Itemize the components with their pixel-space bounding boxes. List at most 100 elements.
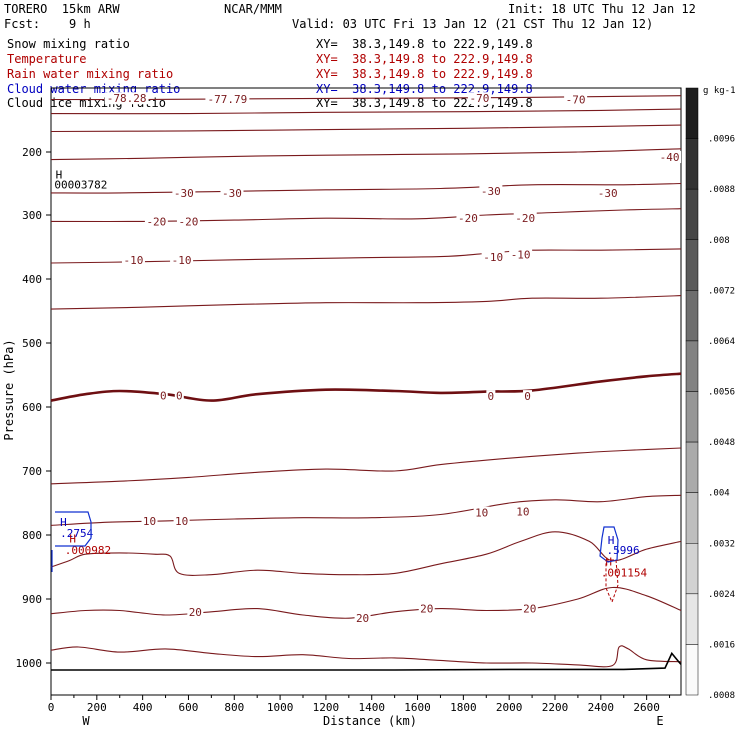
x-end-east: E [656, 714, 663, 728]
temp-label: -30 [598, 187, 618, 200]
legend-rain-xy: XY= 38.3,149.8 to 222.9,149.8 [316, 67, 533, 81]
max-marker: .2754 [60, 527, 93, 540]
temp-label: -20 [515, 212, 535, 225]
temp-label-bg [473, 506, 490, 519]
org-title: NCAR/MMM [224, 2, 282, 16]
temp-label-bg [514, 505, 531, 518]
max-marker: 00003782 [54, 179, 107, 192]
temp-label-bg [467, 92, 491, 105]
temp-label: -10 [172, 254, 192, 267]
plot-frame [50, 87, 682, 696]
x-tick-label: 0 [48, 701, 55, 714]
temp-label: -30 [174, 187, 194, 200]
temp-label-bg [170, 253, 194, 266]
temp-label-bg [141, 514, 158, 527]
colorbar-tick-label: .0072 [708, 286, 735, 296]
colorbar-tick-label: .0008 [708, 691, 735, 701]
temp-label-bg [354, 612, 371, 625]
x-end-west: W [82, 714, 90, 728]
temp-label-bg [176, 215, 200, 228]
colorbar-unit: g kg-1 [703, 86, 736, 96]
forecast-hour: Fcst: 9 h [4, 17, 91, 31]
temp-label-bg [564, 93, 588, 106]
temp-label: 10 [175, 515, 188, 528]
max-marker: .5996 [607, 544, 640, 557]
temp-label: -20 [458, 212, 478, 225]
legend-snow-xy: XY= 38.3,149.8 to 222.9,149.8 [316, 37, 533, 51]
temp-label-bg [220, 186, 244, 199]
max-marker: H [60, 516, 67, 529]
colorbar-swatch [685, 492, 699, 544]
isotherm--60 [50, 108, 682, 115]
valid-time: Valid: 03 UTC Fri 13 Jan 12 (21 CST Thu … [292, 17, 654, 31]
colorbar-swatch [685, 290, 699, 342]
colorbar-tick-label: .0088 [708, 185, 735, 195]
temp-label: -10 [483, 251, 503, 264]
temp-label-bg [523, 390, 533, 403]
colorbar-swatch [685, 239, 699, 291]
isotherm-25 [50, 645, 682, 668]
colorbar-swatch [685, 593, 699, 645]
x-tick-label: 200 [87, 701, 107, 714]
x-axis: 0 200 400 600 800 1000 1200 1400 1600 1800 2000 220… [48, 695, 671, 714]
x-tick-label: 2400 [588, 701, 615, 714]
temp-label: 10 [475, 507, 488, 520]
temp-label-bg [481, 251, 505, 264]
colorbar-swatch [685, 644, 699, 696]
colorbar-tick-label: .0048 [708, 438, 735, 448]
y-tick-label: 300 [22, 209, 42, 222]
colorbar-tick-label: .0024 [708, 590, 735, 600]
cloud-water-contour-west [51, 511, 92, 572]
terrain-group [51, 651, 682, 671]
y-axis: 200 300 400 500 600 700 800 900 1000 [16, 146, 51, 670]
temp-label-bg [158, 389, 168, 402]
y-tick-label: 1000 [16, 657, 43, 670]
x-tick-label: 2000 [496, 701, 523, 714]
temp-label: -40 [660, 151, 680, 164]
cloud-water-contour-east [599, 526, 619, 563]
x-tick-label: 1600 [404, 701, 431, 714]
colorbar-tick-label: .004 [708, 489, 730, 499]
temp-label-bg [205, 92, 250, 105]
colorbar-swatch [685, 340, 699, 392]
max-marker: H [69, 533, 76, 546]
x-tick-label: 2600 [633, 701, 660, 714]
isotherm-10 [50, 494, 682, 526]
x-tick-label: 1800 [450, 701, 477, 714]
temp-label-bg [144, 215, 168, 228]
init-time: Init: 18 UTC Thu 12 Jan 12 [508, 2, 696, 16]
max-marker: .000982 [65, 544, 111, 557]
x-tick-label: 600 [179, 701, 199, 714]
temp-label-bg [509, 248, 533, 261]
terrain-line [51, 651, 682, 671]
temp-label: -70 [566, 94, 586, 107]
temp-label: 0 [176, 389, 183, 402]
temp-label: 20 [356, 612, 369, 625]
colorbar: .0096 .0088 .008 .0072 .0064 .0056 .0048 .004 .0… [685, 87, 735, 701]
temp-label: 0 [160, 389, 167, 402]
temp-label: 20 [189, 606, 202, 619]
x-tick-label: 400 [133, 701, 153, 714]
y-tick-label: 800 [22, 529, 42, 542]
y-tick-label: 200 [22, 146, 42, 159]
temp-label: -10 [511, 249, 531, 262]
y-tick-label: 500 [22, 337, 42, 350]
temp-label: -20 [146, 215, 166, 228]
colorbar-tick-label: .0064 [708, 337, 735, 347]
temp-label: -20 [179, 215, 199, 228]
temp-label-bg [486, 390, 496, 403]
temp-label-bg [173, 514, 190, 527]
temp-label-bg [104, 92, 149, 105]
colorbar-swatch [685, 138, 699, 190]
temp-label-bg [418, 602, 435, 615]
temp-label-bg [456, 212, 480, 225]
temp-label: 10 [143, 515, 156, 528]
colorbar-tick-label: .0096 [708, 135, 735, 145]
temp-label: 0 [524, 390, 531, 403]
max-marker: H [56, 168, 63, 181]
colorbar-swatch [685, 391, 699, 443]
isotherm-0 [50, 372, 682, 402]
colorbar-tick-label: .0016 [708, 640, 735, 650]
x-tick-label: 1400 [358, 701, 385, 714]
